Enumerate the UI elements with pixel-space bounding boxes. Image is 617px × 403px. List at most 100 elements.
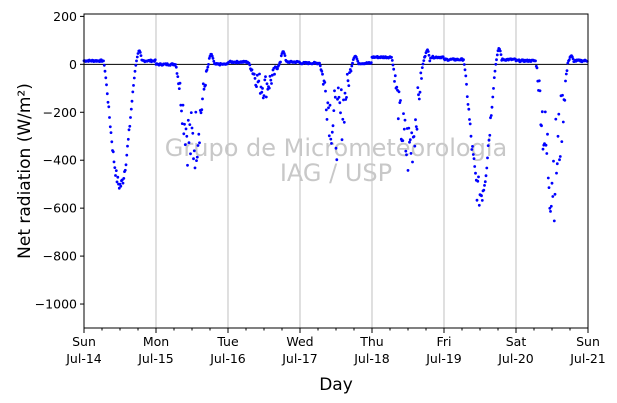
data-point	[565, 69, 569, 72]
y-tick-label: −600	[43, 201, 77, 216]
data-point	[491, 95, 495, 99]
data-point	[324, 108, 328, 112]
data-point	[190, 126, 194, 130]
x-tick-day: Sat	[506, 334, 527, 349]
data-point	[390, 59, 394, 62]
data-point	[180, 122, 184, 125]
data-point	[201, 82, 205, 86]
data-point	[392, 67, 396, 71]
data-point	[490, 105, 494, 109]
data-point	[420, 66, 424, 69]
data-point	[105, 83, 108, 87]
data-point	[189, 152, 192, 156]
data-point	[330, 130, 334, 134]
data-point	[107, 105, 111, 109]
data-point	[342, 120, 346, 124]
data-point	[103, 69, 107, 73]
data-point	[338, 101, 342, 105]
data-point	[351, 61, 354, 65]
x-tick-date: Jul-16	[209, 351, 246, 366]
data-point	[181, 103, 185, 107]
data-point	[115, 180, 119, 184]
data-point	[192, 149, 196, 153]
data-point	[477, 175, 480, 179]
data-point	[113, 166, 117, 170]
data-point	[250, 68, 254, 72]
data-point	[468, 122, 472, 126]
data-point	[124, 163, 128, 167]
data-point	[537, 79, 541, 83]
data-point	[104, 76, 108, 80]
data-point	[255, 73, 259, 77]
data-point	[108, 125, 112, 129]
data-point	[534, 59, 537, 63]
data-point	[465, 82, 468, 86]
data-point	[492, 76, 496, 79]
data-point	[486, 156, 489, 160]
y-tick-label: 200	[53, 9, 77, 24]
x-tick-date: Jul-17	[281, 351, 318, 366]
data-point	[558, 155, 562, 158]
data-point	[462, 63, 466, 66]
data-point	[179, 103, 183, 107]
data-point	[341, 117, 345, 121]
data-point	[467, 107, 471, 111]
data-point	[114, 169, 118, 173]
data-point	[197, 132, 201, 136]
x-axis-label: Day	[319, 375, 353, 395]
data-point	[277, 63, 281, 67]
data-point	[132, 84, 135, 87]
data-point	[318, 64, 322, 68]
data-point	[202, 87, 206, 91]
data-point	[546, 132, 549, 136]
data-point	[355, 57, 359, 61]
data-point	[205, 68, 209, 72]
data-point	[551, 195, 555, 198]
data-point	[283, 54, 287, 57]
x-tick-day: Thu	[359, 334, 383, 349]
x-tick-date: Jul-14	[65, 351, 102, 366]
x-tick-date: Jul-18	[353, 351, 390, 366]
data-point	[567, 58, 571, 62]
data-point	[343, 91, 347, 95]
data-point	[552, 219, 556, 223]
data-point	[276, 67, 279, 71]
data-point	[334, 146, 338, 150]
data-point	[128, 124, 132, 128]
data-point	[339, 88, 343, 92]
data-point	[462, 58, 465, 62]
data-point	[111, 150, 115, 154]
x-tick-date: Jul-21	[569, 351, 606, 366]
x-tick-day: Wed	[286, 334, 313, 349]
data-point	[196, 144, 200, 147]
data-point	[321, 82, 325, 86]
data-point	[494, 62, 498, 66]
data-point	[396, 117, 400, 121]
x-axis-ticks: Sun Jul-14 Mon Jul-15 Tue Jul-16 Wed Jul-17 Thu J…	[65, 328, 606, 366]
vertical-grid	[155, 14, 517, 328]
data-point	[412, 135, 416, 138]
data-point	[489, 116, 492, 120]
data-point	[324, 89, 327, 93]
data-point	[545, 152, 549, 155]
data-point	[336, 97, 339, 101]
data-point	[260, 90, 264, 94]
data-point	[206, 65, 210, 69]
data-point	[488, 133, 492, 137]
data-point	[199, 111, 203, 115]
data-point	[547, 186, 551, 190]
data-point	[405, 153, 408, 157]
data-point	[204, 83, 207, 87]
data-point	[211, 57, 215, 60]
data-point	[548, 206, 552, 210]
x-tick-day: Sun	[576, 334, 600, 349]
data-point	[109, 131, 113, 135]
data-point	[126, 137, 130, 141]
data-point	[114, 174, 117, 177]
data-point	[420, 77, 423, 80]
data-point	[207, 63, 210, 66]
data-point	[546, 176, 550, 180]
data-point	[555, 171, 558, 175]
data-point	[558, 158, 561, 162]
